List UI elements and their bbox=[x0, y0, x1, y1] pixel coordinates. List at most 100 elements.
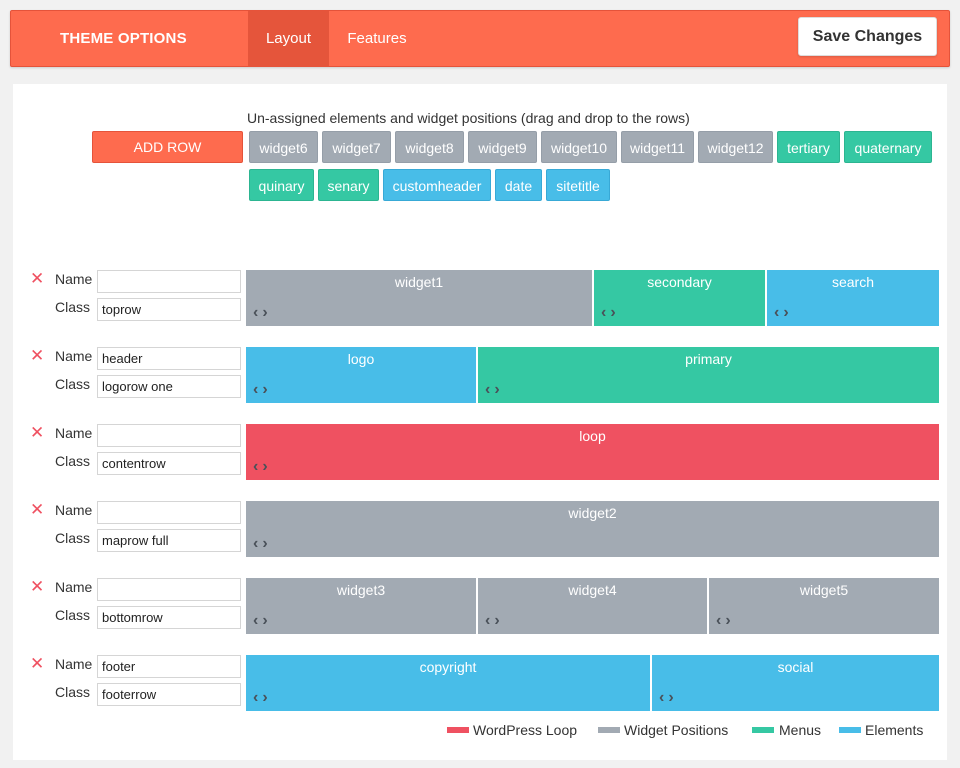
row-block[interactable]: widget5 ‹› bbox=[709, 578, 939, 634]
chevron-right-icon[interactable]: › bbox=[262, 381, 272, 398]
close-icon[interactable]: ✕ bbox=[30, 577, 45, 596]
row-block[interactable]: widget2 ‹› bbox=[246, 501, 939, 557]
row-name-label: Name bbox=[55, 579, 93, 595]
chevron-right-icon[interactable]: › bbox=[668, 689, 678, 706]
row-name-input[interactable] bbox=[97, 424, 241, 447]
pool-chip[interactable]: widget10 bbox=[541, 131, 617, 163]
row-block[interactable]: social ‹› bbox=[652, 655, 939, 711]
chevron-left-icon[interactable]: ‹ bbox=[485, 381, 495, 398]
row-class-input[interactable]: maprow full bbox=[97, 529, 241, 552]
block-label: secondary bbox=[647, 274, 712, 290]
chevron-right-icon[interactable]: › bbox=[262, 304, 272, 321]
legend-label: Elements bbox=[865, 722, 924, 738]
row-class-label: Class bbox=[55, 684, 91, 700]
pool-chip[interactable]: widget11 bbox=[621, 131, 694, 163]
block-label: search bbox=[831, 274, 875, 290]
row-block[interactable]: primary ‹› bbox=[478, 347, 939, 403]
row-name-input[interactable]: header bbox=[97, 347, 241, 370]
row-block[interactable]: search ‹› bbox=[767, 270, 939, 326]
pool-chip[interactable]: senary bbox=[318, 169, 379, 201]
chevron-right-icon[interactable]: › bbox=[262, 689, 272, 706]
chevron-left-icon[interactable]: ‹ bbox=[253, 381, 263, 398]
pool-chip[interactable]: tertiary bbox=[777, 131, 840, 163]
row-name-label: Name bbox=[55, 502, 93, 518]
chevron-left-icon[interactable]: ‹ bbox=[774, 304, 784, 321]
chevron-left-icon[interactable]: ‹ bbox=[659, 689, 669, 706]
row-class-label: Class bbox=[55, 453, 91, 469]
close-icon[interactable]: ✕ bbox=[30, 654, 45, 673]
block-label: primary bbox=[685, 351, 732, 367]
legend-label: Widget Positions bbox=[624, 722, 729, 738]
tab-layout[interactable]: Layout bbox=[248, 11, 329, 66]
row-class-input[interactable]: bottomrow bbox=[97, 606, 241, 629]
chevron-left-icon[interactable]: ‹ bbox=[253, 535, 263, 552]
chevron-right-icon[interactable]: › bbox=[262, 458, 272, 475]
row-name-input[interactable]: footer bbox=[97, 655, 241, 678]
row-block[interactable]: widget1 ‹› bbox=[246, 270, 592, 326]
chevron-left-icon[interactable]: ‹ bbox=[253, 689, 263, 706]
pool-chip[interactable]: quinary bbox=[249, 169, 314, 201]
chevron-left-icon[interactable]: ‹ bbox=[253, 612, 263, 629]
add-row-button[interactable]: ADD ROW bbox=[92, 131, 243, 163]
pool-chip[interactable]: widget7 bbox=[322, 131, 391, 163]
block-label: loop bbox=[579, 428, 606, 444]
row-block[interactable]: copyright ‹› bbox=[246, 655, 650, 711]
row-block[interactable]: secondary ‹› bbox=[594, 270, 765, 326]
close-icon[interactable]: ✕ bbox=[30, 346, 45, 365]
chevron-right-icon[interactable]: › bbox=[783, 304, 793, 321]
block-label: social bbox=[777, 659, 814, 675]
row-name-label: Name bbox=[55, 348, 93, 364]
row-name-label: Name bbox=[55, 656, 93, 672]
row-block[interactable]: widget3 ‹› bbox=[246, 578, 476, 634]
pool-title: Un-assigned elements and widget position… bbox=[247, 110, 690, 126]
pool-chip[interactable]: widget9 bbox=[468, 131, 537, 163]
row-class-input[interactable]: toprow bbox=[97, 298, 241, 321]
row-name-label: Name bbox=[55, 271, 93, 287]
chevron-right-icon[interactable]: › bbox=[725, 612, 735, 629]
legend-swatch-menus bbox=[752, 727, 774, 733]
row-class-input[interactable]: logorow one bbox=[97, 375, 241, 398]
top-bar: THEME OPTIONS Layout Features Save Chang… bbox=[10, 10, 950, 67]
chevron-right-icon[interactable]: › bbox=[610, 304, 620, 321]
pool-chip[interactable]: widget6 bbox=[249, 131, 318, 163]
row-class-input[interactable]: footerrow bbox=[97, 683, 241, 706]
chevron-left-icon[interactable]: ‹ bbox=[253, 304, 263, 321]
chevron-left-icon[interactable]: ‹ bbox=[253, 458, 263, 475]
save-changes-button[interactable]: Save Changes bbox=[798, 17, 937, 56]
chevron-left-icon[interactable]: ‹ bbox=[601, 304, 611, 321]
chevron-right-icon[interactable]: › bbox=[262, 612, 272, 629]
chevron-left-icon[interactable]: ‹ bbox=[716, 612, 726, 629]
close-icon[interactable]: ✕ bbox=[30, 423, 45, 442]
row-name-label: Name bbox=[55, 425, 93, 441]
block-label: widget5 bbox=[799, 582, 849, 598]
row-class-label: Class bbox=[55, 530, 91, 546]
row-name-input[interactable] bbox=[97, 501, 241, 524]
brand-title: THEME OPTIONS bbox=[60, 30, 187, 47]
block-label: widget2 bbox=[568, 505, 617, 521]
pool-chip[interactable]: widget12 bbox=[698, 131, 773, 163]
close-icon[interactable]: ✕ bbox=[30, 269, 45, 288]
pool-chip[interactable]: widget8 bbox=[395, 131, 464, 163]
row-class-label: Class bbox=[55, 376, 91, 392]
block-label: widget4 bbox=[568, 582, 617, 598]
row-name-input[interactable] bbox=[97, 578, 241, 601]
legend-swatch-elements bbox=[839, 727, 861, 733]
pool-chip[interactable]: date bbox=[495, 169, 542, 201]
row-class-input[interactable]: contentrow bbox=[97, 452, 241, 475]
chevron-right-icon[interactable]: › bbox=[262, 535, 272, 552]
pool-chip[interactable]: sitetitle bbox=[546, 169, 610, 201]
chevron-right-icon[interactable]: › bbox=[494, 612, 504, 629]
chevron-right-icon[interactable]: › bbox=[494, 381, 504, 398]
legend-label: WordPress Loop bbox=[473, 722, 578, 738]
row-block[interactable]: widget4 ‹› bbox=[478, 578, 707, 634]
row-class-label: Class bbox=[55, 299, 91, 315]
close-icon[interactable]: ✕ bbox=[30, 500, 45, 519]
pool-chip[interactable]: customheader bbox=[383, 169, 491, 201]
tab-features[interactable]: Features bbox=[347, 30, 407, 47]
row-name-input[interactable] bbox=[97, 270, 241, 293]
row-block[interactable]: logo ‹› bbox=[246, 347, 476, 403]
row-block[interactable]: loop ‹› bbox=[246, 424, 939, 480]
row-class-label: Class bbox=[55, 607, 91, 623]
pool-chip[interactable]: quaternary bbox=[844, 131, 932, 163]
chevron-left-icon[interactable]: ‹ bbox=[485, 612, 495, 629]
